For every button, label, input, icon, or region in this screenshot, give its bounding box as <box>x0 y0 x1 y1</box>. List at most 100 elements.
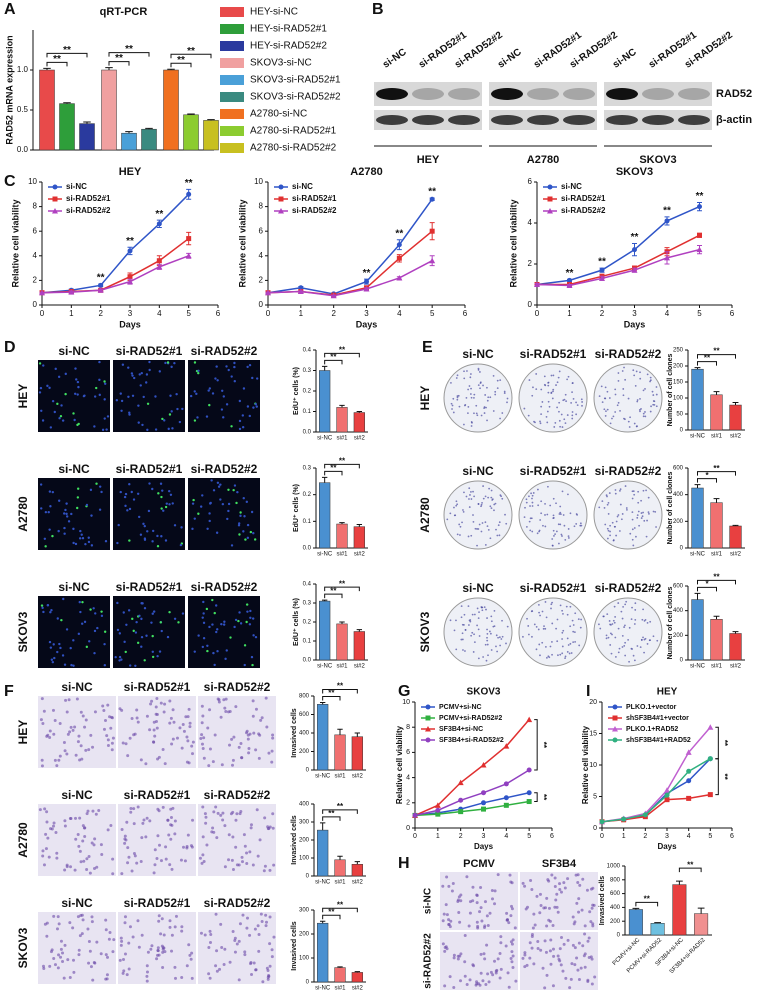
cell <box>96 626 99 630</box>
x-tick-label: si#1 <box>711 552 723 558</box>
cell <box>248 850 252 854</box>
colony <box>612 619 615 622</box>
cell <box>49 610 52 614</box>
legend-swatch <box>220 143 244 153</box>
cell <box>76 487 80 490</box>
cell <box>201 746 205 750</box>
cell <box>128 411 131 414</box>
marker <box>503 781 509 787</box>
marker <box>412 812 418 818</box>
y-tick-label: 4 <box>528 218 533 227</box>
cell <box>250 510 254 514</box>
cell <box>583 952 587 956</box>
cell <box>147 509 151 513</box>
legend-label: PLKO.1+vector <box>626 704 677 711</box>
colony <box>487 654 489 657</box>
colony <box>649 376 652 379</box>
cell <box>259 912 263 916</box>
cell <box>566 938 570 942</box>
colony <box>551 653 553 656</box>
x-tick-label: si-NC <box>690 434 706 440</box>
cell <box>126 846 130 850</box>
y-tick-label: 8 <box>259 202 264 211</box>
marker <box>39 289 45 296</box>
marker <box>686 795 692 801</box>
colony <box>633 493 636 496</box>
colony <box>636 516 639 519</box>
cell <box>44 832 48 836</box>
colony <box>605 634 608 637</box>
x-tick-label: si-NC <box>690 664 706 670</box>
cell <box>577 977 581 981</box>
legend-label: si-RAD52#2 <box>561 206 606 215</box>
cell <box>155 953 159 957</box>
cell <box>59 646 62 650</box>
legend-label: SKOV3-si-NC <box>250 58 312 69</box>
cell <box>459 952 463 956</box>
cell <box>80 533 83 536</box>
bar <box>710 619 723 661</box>
cell <box>231 929 235 933</box>
panel-letter: A <box>4 1 16 18</box>
x-tick-label: si-NC <box>317 436 333 442</box>
cell <box>40 758 44 762</box>
cell <box>592 903 596 907</box>
colony <box>535 648 538 651</box>
cell <box>121 741 125 745</box>
cell <box>576 968 580 972</box>
cell <box>271 733 275 737</box>
colony <box>564 422 567 425</box>
line <box>601 793 711 823</box>
cell <box>160 629 163 633</box>
significance-bracket <box>715 758 719 796</box>
colony <box>463 613 466 616</box>
cell <box>216 379 219 382</box>
x-tick-label: si#2 <box>352 880 364 886</box>
error-bar <box>354 861 361 865</box>
colony <box>547 485 549 488</box>
colony <box>567 493 569 496</box>
colony <box>555 627 558 630</box>
cell <box>120 827 124 831</box>
cell <box>189 957 193 961</box>
cell <box>555 905 559 909</box>
colony <box>637 510 640 513</box>
micrograph <box>198 696 276 768</box>
y-tick-label: 100 <box>299 956 310 962</box>
colony <box>554 533 556 535</box>
cell <box>104 918 108 922</box>
cell <box>474 983 478 987</box>
cell <box>140 645 143 648</box>
marker <box>686 778 692 784</box>
column-label: si-RAD52#1 <box>124 896 191 910</box>
cell <box>180 975 184 979</box>
marker <box>435 807 441 813</box>
colony <box>531 505 534 507</box>
cell <box>88 871 92 875</box>
column-label: si-NC <box>462 581 494 595</box>
cell <box>55 764 59 768</box>
cell <box>90 920 94 924</box>
cell <box>262 869 266 873</box>
colony <box>525 526 528 528</box>
y-tick-label: 0.0 <box>303 658 312 664</box>
colony <box>552 529 555 532</box>
cell <box>105 973 109 977</box>
plate <box>593 597 663 667</box>
cell <box>186 833 190 837</box>
cell <box>179 858 183 862</box>
cell <box>98 378 101 382</box>
cell <box>77 422 80 426</box>
column-label: si-RAD52#2 <box>595 581 662 595</box>
colony <box>553 426 556 428</box>
cell <box>133 854 137 858</box>
colony <box>552 497 555 500</box>
line <box>41 255 189 294</box>
colony <box>547 381 550 384</box>
colony <box>550 607 552 610</box>
cell <box>145 381 148 384</box>
cell <box>102 709 106 713</box>
x-tick-label: 6 <box>550 833 554 840</box>
colony <box>468 385 471 387</box>
cell <box>217 485 221 488</box>
